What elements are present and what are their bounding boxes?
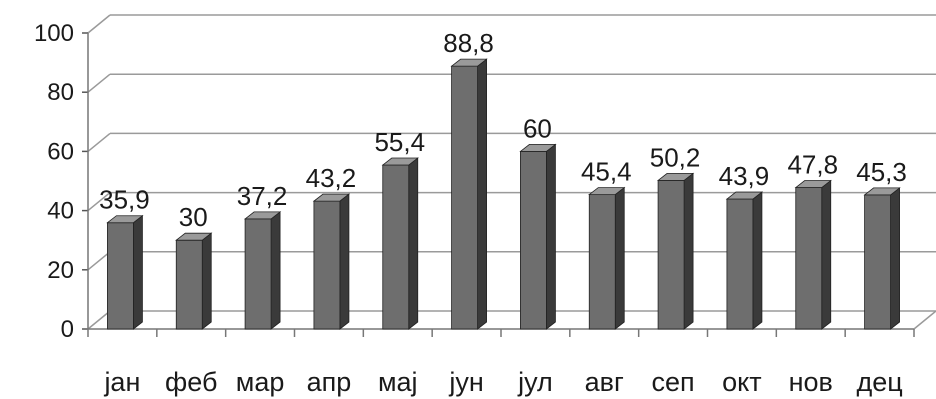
bar-top bbox=[106, 215, 144, 224]
x-tick-label: мар bbox=[236, 367, 285, 397]
x-tick-label: јул bbox=[517, 367, 553, 397]
y-tick-label: 60 bbox=[47, 138, 74, 165]
x-tick-label: нов bbox=[789, 367, 833, 397]
gridline-depth-80 bbox=[87, 73, 111, 93]
y-tick-label: 20 bbox=[47, 257, 74, 284]
bar-top bbox=[175, 232, 213, 241]
gridline-depth-0 bbox=[87, 310, 111, 330]
bar-side bbox=[201, 232, 212, 330]
bar-top bbox=[243, 211, 282, 220]
bar-top bbox=[588, 187, 626, 196]
x-tick-label: јун bbox=[448, 367, 483, 397]
bar bbox=[175, 239, 203, 330]
bar-side bbox=[546, 143, 556, 330]
x-tick-label: авг bbox=[585, 367, 624, 397]
bar-side bbox=[270, 211, 281, 330]
bar bbox=[657, 180, 685, 330]
bar-top bbox=[725, 191, 764, 200]
gridline-depth-60 bbox=[87, 132, 111, 152]
bar-side bbox=[683, 172, 694, 330]
gridline-depth-20 bbox=[87, 251, 111, 271]
bar bbox=[864, 194, 891, 330]
data-label: 60 bbox=[523, 113, 552, 143]
data-label: 47,8 bbox=[787, 150, 838, 180]
data-label: 88,8 bbox=[443, 28, 494, 58]
y-tick-label: 100 bbox=[34, 20, 74, 47]
x-tick-label: дец bbox=[856, 367, 902, 397]
bar bbox=[451, 65, 478, 330]
bar-side bbox=[477, 58, 487, 330]
bar bbox=[382, 164, 410, 330]
data-label: 35,9 bbox=[99, 185, 150, 215]
floor-right-edge bbox=[913, 310, 936, 330]
bar-side bbox=[339, 193, 350, 330]
data-label: 45,3 bbox=[856, 157, 907, 187]
data-label: 30 bbox=[179, 202, 208, 232]
y-tick-label: 80 bbox=[47, 79, 74, 106]
bar-top bbox=[381, 157, 419, 166]
data-label: 55,4 bbox=[374, 127, 425, 157]
bar-side bbox=[890, 187, 900, 330]
bar bbox=[726, 198, 754, 330]
x-tick-label: мај bbox=[378, 367, 418, 397]
y-tick-label: 0 bbox=[61, 316, 74, 343]
bar-side bbox=[133, 214, 143, 330]
data-label: 45,4 bbox=[581, 157, 632, 187]
bar-top bbox=[794, 180, 832, 188]
bar-side bbox=[752, 191, 763, 330]
bar-top bbox=[519, 143, 557, 152]
data-label: 50,2 bbox=[650, 142, 701, 172]
bar-top bbox=[656, 173, 695, 181]
bar bbox=[244, 218, 272, 330]
x-tick-label: јан bbox=[103, 367, 140, 397]
bar-side bbox=[821, 179, 832, 330]
data-label: 43,9 bbox=[719, 161, 770, 191]
bar bbox=[588, 194, 616, 330]
bar-top bbox=[312, 193, 351, 202]
y-tick-label: 40 bbox=[47, 198, 74, 225]
x-tick-label: феб bbox=[165, 367, 217, 397]
data-label: 37,2 bbox=[237, 181, 288, 211]
bar bbox=[520, 150, 547, 330]
x-tick-label: окт bbox=[722, 367, 762, 397]
bar bbox=[795, 187, 823, 330]
bar-top bbox=[450, 58, 488, 67]
gridline-depth-40 bbox=[87, 192, 111, 212]
bar-side bbox=[408, 157, 419, 330]
x-tick-label: сеп bbox=[652, 367, 695, 397]
bar-side bbox=[614, 186, 625, 330]
bar-top bbox=[863, 187, 901, 196]
x-tick-label: апр bbox=[307, 367, 352, 397]
gridline-depth-100 bbox=[87, 14, 111, 34]
bar bbox=[107, 222, 134, 330]
bar bbox=[313, 200, 341, 330]
data-label: 43,2 bbox=[306, 163, 357, 193]
